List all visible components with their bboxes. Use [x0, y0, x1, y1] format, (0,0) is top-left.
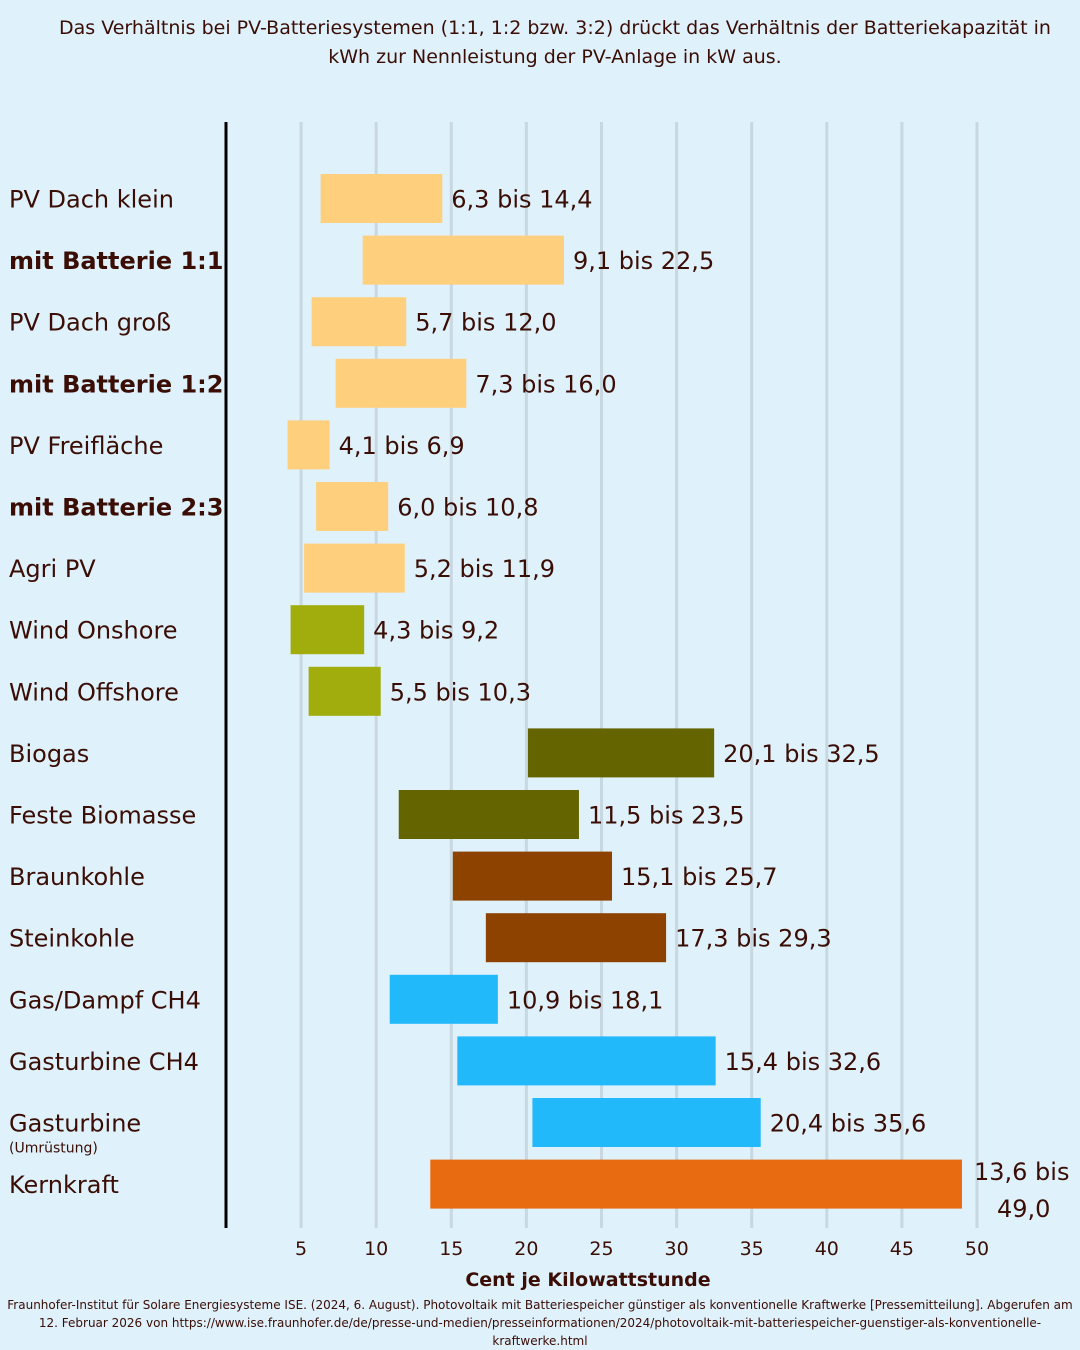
value-label: 49,0 [997, 1195, 1050, 1223]
value-label: 7,3 bis 16,0 [475, 370, 616, 398]
bar [527, 728, 715, 778]
category-label: Agri PV [9, 555, 96, 583]
x-tick-label: 20 [514, 1238, 538, 1260]
bar [362, 235, 564, 285]
bar [287, 420, 330, 470]
bar [290, 605, 365, 655]
bar [398, 790, 579, 839]
category-label: PV Dach klein [9, 186, 174, 214]
chart-subtitle: Das Verhältnis bei PV-Batteriesystemen (… [59, 17, 1051, 68]
value-label: 5,5 bis 10,3 [390, 678, 531, 706]
category-labels: PV Dach klein mit Batterie 1:1 PV Dach gro… [9, 186, 223, 1200]
category-label: PV Dach groß [9, 309, 171, 337]
value-labels: 6,3 bis 14,4 9,1 bis 22,5 5,7 bis 12,0 7,3 … [339, 186, 1070, 1224]
bars [287, 174, 962, 1209]
bar [311, 297, 407, 347]
x-tick-label: 30 [665, 1238, 689, 1260]
category-label: Wind Offshore [9, 678, 179, 706]
category-sublabel: (Umrüstung) [9, 1141, 98, 1157]
x-tick-label: 25 [589, 1238, 613, 1260]
category-label: Gas/Dampf CH4 [9, 986, 201, 1014]
category-label: Gasturbine [9, 1110, 141, 1138]
category-label: Kernkraft [9, 1171, 119, 1199]
bar [389, 974, 498, 1024]
value-label: 5,7 bis 12,0 [415, 309, 556, 337]
category-label: Braunkohle [9, 863, 145, 891]
x-tick-label: 50 [965, 1238, 989, 1260]
x-tick-labels: 5 10 15 20 25 30 35 40 45 50 [295, 1238, 989, 1260]
bar [430, 1159, 962, 1209]
category-label: mit Batterie 1:2 [9, 370, 223, 398]
x-tick-label: 15 [439, 1238, 463, 1260]
value-label: 4,3 bis 9,2 [373, 617, 499, 645]
bar [316, 482, 389, 531]
category-label: Feste Biomasse [9, 802, 196, 830]
range-bar-chart: PV Dach klein mit Batterie 1:1 PV Dach gro… [9, 122, 1070, 1291]
bar [532, 1098, 761, 1147]
bar [320, 174, 443, 223]
value-label: 11,5 bis 23,5 [588, 802, 745, 830]
category-label: mit Batterie 1:1 [9, 247, 223, 275]
value-label: 5,2 bis 11,9 [414, 555, 555, 583]
category-label: Steinkohle [9, 925, 135, 953]
value-label: 20,1 bis 32,5 [723, 740, 880, 768]
bar [335, 358, 467, 408]
x-tick-label: 5 [295, 1238, 307, 1260]
category-label: PV Freifläche [9, 432, 163, 460]
category-label: Wind Onshore [9, 617, 178, 645]
value-label: 10,9 bis 18,1 [507, 986, 664, 1014]
category-label: Biogas [9, 740, 89, 768]
x-axis-title: Cent je Kilowattstunde [465, 1269, 710, 1291]
value-label: 17,3 bis 29,3 [675, 925, 832, 953]
value-label: 4,1 bis 6,9 [339, 432, 465, 460]
value-label: 20,4 bis 35,6 [770, 1110, 927, 1138]
source-citation: Fraunhofer-Institut für Solare Energiesy… [7, 1298, 1073, 1348]
x-tick-label: 45 [890, 1238, 914, 1260]
x-tick-label: 40 [815, 1238, 839, 1260]
bar [308, 666, 381, 716]
value-label: 15,4 bis 32,6 [725, 1048, 882, 1076]
x-tick-label: 10 [364, 1238, 388, 1260]
value-label: 9,1 bis 22,5 [573, 247, 714, 275]
value-label: 15,1 bis 25,7 [621, 863, 778, 891]
category-label: mit Batterie 2:3 [9, 494, 223, 522]
bar [452, 851, 613, 901]
category-label: Gasturbine CH4 [9, 1048, 199, 1076]
bar [485, 913, 667, 963]
bar [304, 543, 405, 593]
bar [457, 1036, 716, 1086]
value-label: 13,6 bis [974, 1158, 1069, 1186]
value-label: 6,3 bis 14,4 [451, 186, 592, 214]
x-tick-label: 35 [740, 1238, 764, 1260]
value-label: 6,0 bis 10,8 [397, 494, 538, 522]
